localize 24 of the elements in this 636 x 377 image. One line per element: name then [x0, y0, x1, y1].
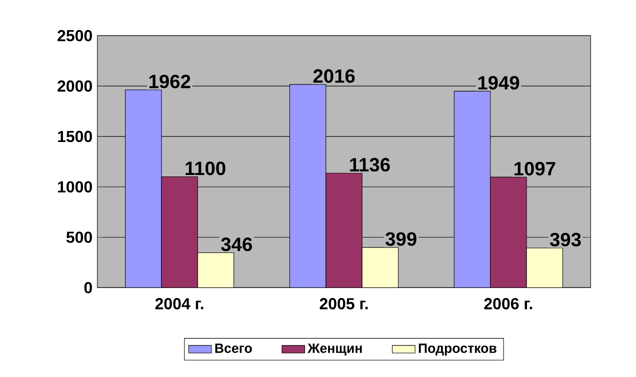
y-tick-label: 1000: [58, 181, 92, 193]
y-tick-label: 2500: [58, 30, 92, 42]
legend-label: Всего: [215, 344, 252, 353]
data-label: 1097: [514, 162, 556, 176]
data-label: 1100: [186, 162, 226, 176]
data-label: 399: [386, 232, 416, 246]
bar: [289, 84, 326, 288]
data-label: 2016: [313, 69, 355, 83]
y-tick-label: 1500: [58, 130, 92, 142]
x-tick-label: 2005 г.: [320, 298, 368, 310]
bar: [454, 90, 491, 288]
legend-label: Женщин: [308, 344, 362, 356]
data-label: 393: [550, 232, 581, 246]
y-tick-label: 500: [66, 232, 92, 243]
data-label: 346: [221, 238, 252, 252]
data-label: 1136: [350, 158, 390, 172]
y-tick-label: 0: [84, 282, 92, 294]
legend-label: Подростков: [418, 344, 496, 356]
x-tick-label: 2006 г.: [484, 298, 532, 310]
bar: [125, 90, 162, 288]
x-tick-label: 2004 г.: [155, 298, 204, 310]
data-label: 1949: [478, 76, 520, 90]
data-label: 1962: [149, 74, 190, 88]
y-tick-label: 2000: [58, 80, 92, 92]
